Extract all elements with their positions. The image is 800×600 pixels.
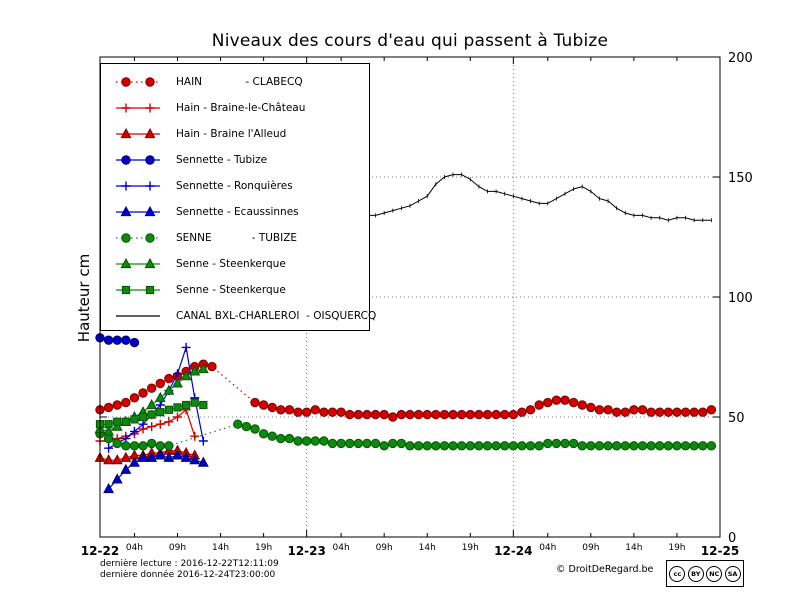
last-data-text: dernière donnée 2016-12-24T23:00:00: [100, 570, 276, 580]
legend-item: Senne - Steenkerque: [101, 251, 369, 277]
legend-item: Sennette - Tubize: [101, 147, 369, 173]
legend-item: CANAL BXL-CHARLEROI - OISQUERCQ: [101, 303, 376, 329]
legend-item: Sennette - Ecaussinnes: [101, 199, 369, 225]
legend-label: SENNE - TUBIZE: [176, 232, 298, 244]
legend-sample-circle: [116, 155, 160, 165]
legend-sample-plus: [116, 181, 160, 191]
svg-text:19h: 19h: [462, 543, 479, 553]
legend-sample-plus: [116, 103, 160, 113]
legend-sample-triangle: [116, 127, 160, 139]
svg-text:09h: 09h: [582, 543, 599, 553]
legend-item: Senne - Steenkerque: [101, 277, 369, 303]
legend-label: Hain - Braine-le-Château: [176, 102, 306, 114]
legend-label: Hain - Braine l'Alleud: [176, 128, 287, 140]
svg-text:04h: 04h: [333, 543, 350, 553]
legend-label: HAIN - CLABECQ: [176, 76, 303, 88]
svg-text:09h: 09h: [376, 543, 393, 553]
last-reading-text: dernière lecture : 2016-12-22T12:11:09: [100, 559, 279, 569]
svg-text:09h: 09h: [169, 543, 186, 553]
cc-icon: cc: [669, 565, 686, 582]
svg-text:50: 50: [728, 411, 745, 426]
sa-icon: SA: [724, 565, 741, 582]
y-axis-label: Hauteur cm: [75, 253, 93, 343]
legend-sample-circle: [116, 77, 160, 87]
nc-icon: NC: [706, 565, 723, 582]
svg-text:12-22: 12-22: [81, 544, 119, 558]
chart-title: Niveaux des cours d'eau qui passent à Tu…: [211, 31, 609, 51]
svg-text:200: 200: [728, 51, 753, 66]
svg-text:0: 0: [728, 531, 736, 546]
legend-sample-circle: [116, 233, 160, 243]
svg-text:14h: 14h: [419, 543, 436, 553]
svg-text:150: 150: [728, 171, 753, 186]
by-icon: BY: [687, 565, 704, 582]
svg-text:100: 100: [728, 291, 753, 306]
svg-text:12-25: 12-25: [701, 544, 739, 558]
legend-item: HAIN - CLABECQ: [101, 69, 369, 95]
svg-text:12-24: 12-24: [494, 544, 532, 558]
legend-label: CANAL BXL-CHARLEROI - OISQUERCQ: [176, 310, 377, 322]
legend-sample-square: [116, 285, 160, 295]
legend-item: Sennette - Ronquières: [101, 173, 369, 199]
legend-label: Senne - Steenkerque: [176, 258, 286, 270]
legend-item: Hain - Braine l'Alleud: [101, 121, 369, 147]
legend-label: Sennette - Ronquières: [176, 180, 293, 192]
legend-sample-triangle: [116, 257, 160, 269]
legend-item: Hain - Braine-le-Château: [101, 95, 369, 121]
svg-text:19h: 19h: [668, 543, 685, 553]
copyright-text: © DroitDeRegard.be: [556, 564, 654, 575]
legend-sample-triangle: [116, 205, 160, 217]
legend-label: Sennette - Tubize: [176, 154, 268, 166]
svg-text:14h: 14h: [625, 543, 642, 553]
cc-license-badge[interactable]: cc BY NC SA: [666, 560, 744, 587]
legend-item: SENNE - TUBIZE: [101, 225, 369, 251]
legend-sample-tick: [116, 315, 160, 317]
svg-text:12-23: 12-23: [287, 544, 325, 558]
legend: HAIN - CLABECQ Hain - Braine-le-Château Ha…: [100, 63, 376, 331]
svg-text:04h: 04h: [126, 543, 143, 553]
svg-text:04h: 04h: [539, 543, 556, 553]
svg-text:19h: 19h: [255, 543, 272, 553]
svg-text:14h: 14h: [212, 543, 229, 553]
legend-label: Sennette - Ecaussinnes: [176, 206, 299, 218]
legend-label: Senne - Steenkerque: [176, 284, 286, 296]
